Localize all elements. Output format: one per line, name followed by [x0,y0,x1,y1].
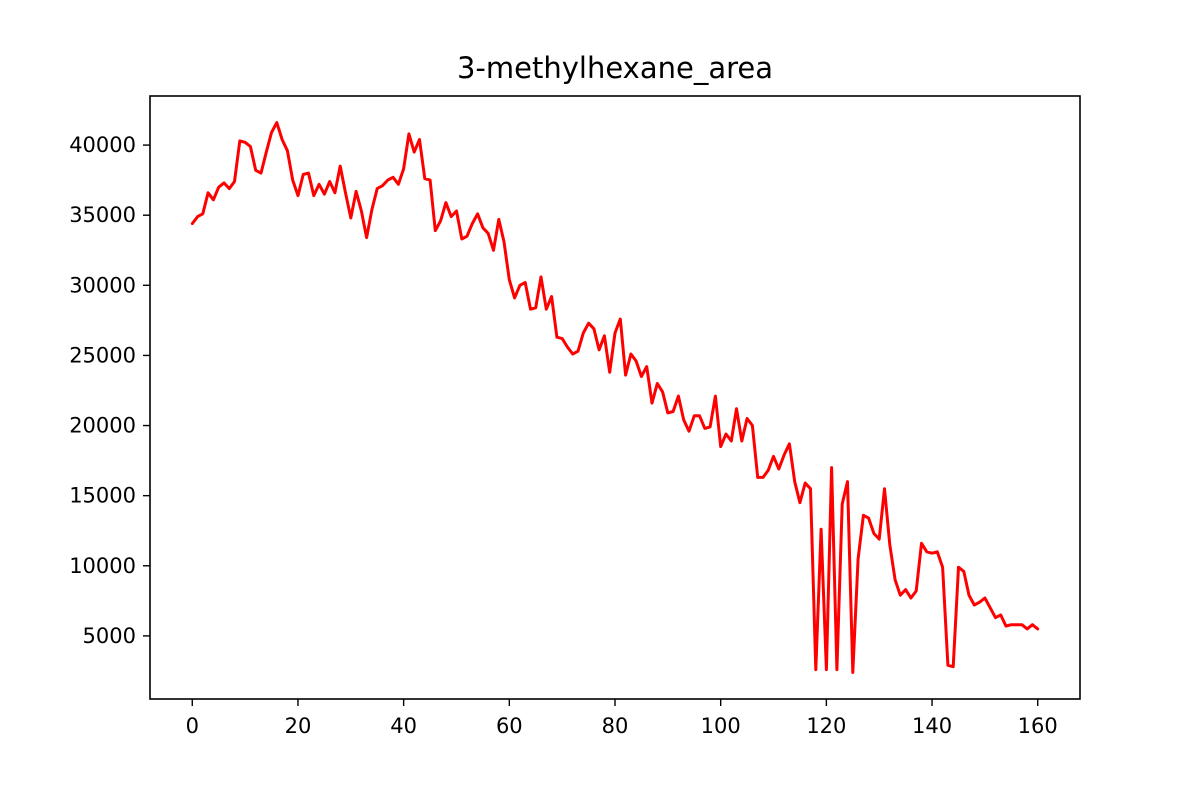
plot-frame [149,95,1081,700]
y-axis: 5000 10000 15000 20000 25000 30000 35000 40000 [69,133,150,648]
x-tick-label: 100 [701,714,741,738]
y-tick-label: 40000 [69,133,136,157]
x-tick-label: 120 [806,714,846,738]
y-tick-label: 30000 [69,273,136,297]
x-tick-label: 140 [912,714,952,738]
x-tick-label: 20 [285,714,312,738]
series-line-0 [190,121,1040,674]
series-layer [190,121,1040,674]
y-tick-label: 10000 [69,554,136,578]
x-axis: 0 20 40 60 80 100 120 140 160 [186,699,1058,738]
x-tick-label: 0 [186,714,199,738]
chart-title: 3-methylhexane_area [457,51,773,85]
y-tick-label: 35000 [69,203,136,227]
x-tick-label: 40 [390,714,417,738]
y-tick-label: 25000 [69,343,136,367]
y-tick-label: 20000 [69,414,136,438]
y-tick-label: 5000 [83,624,136,648]
x-tick-label: 160 [1018,714,1058,738]
y-tick-label: 15000 [69,484,136,508]
x-tick-label: 80 [602,714,629,738]
x-tick-label: 60 [496,714,523,738]
